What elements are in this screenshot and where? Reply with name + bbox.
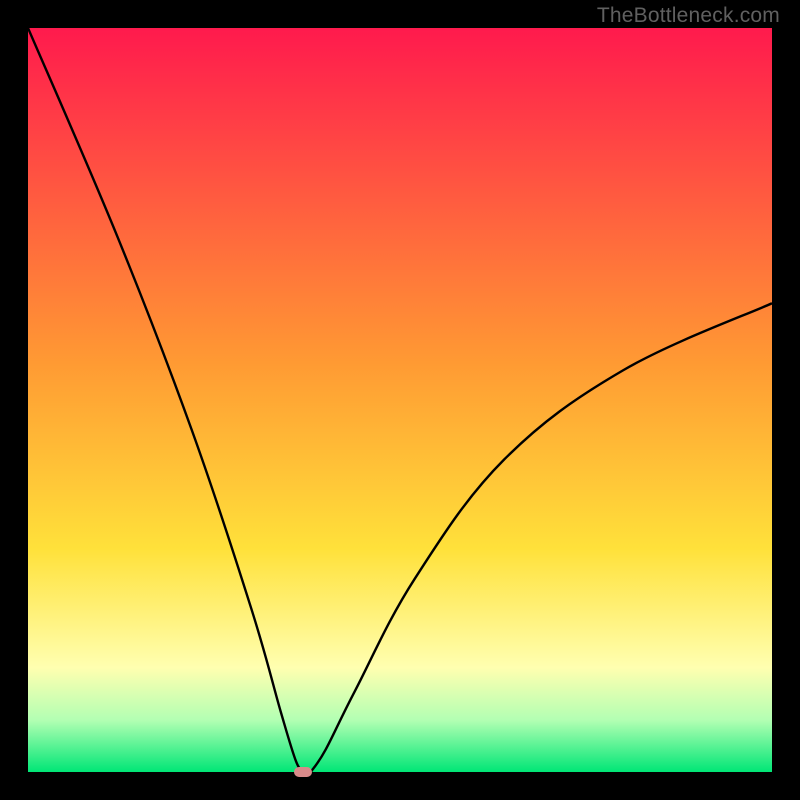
curve-right-branch [311, 303, 772, 772]
plot-area [28, 28, 772, 772]
bottleneck-curve [28, 28, 772, 772]
minimum-marker [294, 767, 312, 777]
curve-left-branch [28, 28, 303, 772]
watermark-text: TheBottleneck.com [597, 4, 780, 28]
